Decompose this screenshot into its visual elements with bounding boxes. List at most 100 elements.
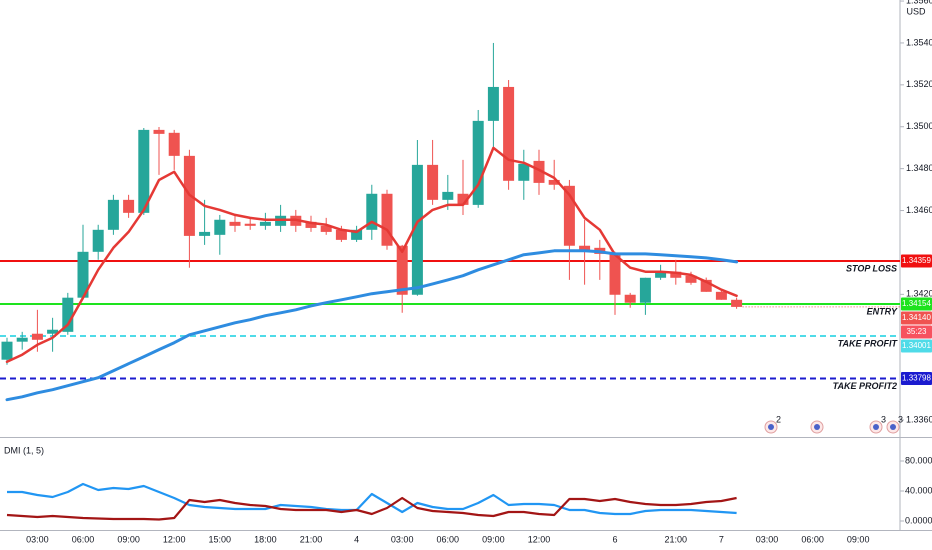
candle-body: [107, 199, 119, 230]
candle-body: [579, 245, 591, 252]
x-tick-label: 09:00: [847, 534, 870, 544]
candle-body: [548, 179, 560, 185]
candle-body: [700, 279, 712, 292]
level-price-label-bg: [901, 254, 932, 268]
event-count: 3: [881, 414, 886, 424]
level-price-label-bg: [901, 339, 932, 353]
x-tick-label: 03:00: [391, 534, 414, 544]
x-tick-label: 06:00: [437, 534, 460, 544]
currency-label: USD: [906, 6, 926, 16]
level-price-label: 1.33798: [902, 374, 931, 383]
x-tick-label: 12:00: [528, 534, 551, 544]
level-price-label: 1.34154: [902, 299, 931, 308]
indicator-y-tick-label: 0.0000: [905, 515, 932, 525]
candle-body: [518, 163, 530, 181]
x-tick-label: 6: [612, 534, 617, 544]
level-name: TAKE PROFIT: [838, 338, 899, 348]
x-tick-label: 21:00: [300, 534, 323, 544]
indicator-title: DMI (1, 5): [4, 445, 44, 455]
level-name: STOP LOSS: [846, 263, 897, 273]
candle-body: [715, 291, 727, 300]
candle-body: [670, 271, 682, 278]
x-tick-label: 18:00: [254, 534, 277, 544]
event-flag: [768, 424, 774, 430]
indicator-y-tick-label: 40.0000: [905, 485, 932, 495]
candle-body: [1, 341, 13, 360]
y-tick-label: 1.35200: [906, 79, 932, 89]
current-price-label-bg: [901, 311, 932, 325]
candle-body: [427, 164, 439, 200]
candle-body: [411, 164, 423, 295]
candle-body: [320, 225, 332, 232]
countdown-label: 35:23: [906, 327, 927, 336]
event-flag: [814, 424, 820, 430]
candle-body: [199, 231, 211, 236]
x-tick-label: 21:00: [665, 534, 688, 544]
candle-body: [229, 221, 241, 226]
candle-body: [503, 86, 515, 181]
x-tick-label: 06:00: [801, 534, 824, 544]
countdown-label-bg: [901, 325, 932, 339]
event-flag: [873, 424, 879, 430]
candle-body: [168, 132, 180, 156]
candle-body: [472, 120, 484, 205]
candle-body: [655, 271, 667, 278]
candle-body: [731, 299, 743, 307]
candle-body: [123, 199, 135, 213]
candle-body: [244, 223, 256, 226]
candle-body: [16, 337, 28, 342]
candle-body: [214, 219, 226, 235]
candle-body: [62, 297, 74, 332]
event-count: 2: [776, 414, 781, 424]
candle-body: [533, 160, 545, 183]
x-tick-label: 7: [719, 534, 724, 544]
x-tick-label: 09:00: [117, 534, 140, 544]
event-count: 3: [898, 414, 903, 424]
candle-body: [153, 129, 165, 134]
candle-body: [609, 253, 621, 295]
level-price-label: 1.34359: [902, 256, 931, 265]
candle-body: [396, 245, 408, 295]
candle-body: [442, 191, 454, 200]
candle-body: [259, 221, 271, 226]
candle-body: [47, 329, 59, 334]
dmi-line: [6, 496, 737, 521]
candle-body: [639, 277, 651, 303]
level-price-label-bg: [901, 372, 932, 386]
x-tick-label: 15:00: [209, 534, 232, 544]
candle-body: [381, 193, 393, 246]
candle-body: [138, 129, 150, 213]
level-price-label: 1.34001: [902, 341, 931, 350]
candle-body: [624, 294, 636, 303]
level-name: TAKE PROFIT2: [833, 381, 897, 391]
current-price-label: 1.34140: [902, 313, 931, 322]
y-tick-label: 1.35600: [906, 0, 932, 5]
y-tick-label: 1.34800: [906, 163, 932, 173]
y-tick-label: 1.34200: [906, 289, 932, 299]
candle-body: [351, 229, 363, 240]
y-tick-label: 1.34600: [906, 205, 932, 215]
moving-average-line: [5, 249, 739, 402]
x-tick-label: 06:00: [72, 534, 95, 544]
candle-body: [366, 193, 378, 230]
candle-body: [305, 221, 317, 228]
x-tick-label: 09:00: [482, 534, 505, 544]
candle-body: [31, 333, 43, 340]
candle-body: [457, 193, 469, 205]
x-tick-label: 03:00: [26, 534, 49, 544]
candle-body: [77, 251, 89, 298]
indicator-y-tick-label: 80.0000: [905, 455, 932, 465]
event-flag: [890, 424, 896, 430]
x-tick-label: 4: [354, 534, 359, 544]
candle-body: [335, 229, 347, 240]
candle-body: [92, 229, 104, 252]
candle-body: [685, 275, 697, 283]
x-tick-label: 03:00: [756, 534, 779, 544]
x-tick-label: 12:00: [163, 534, 186, 544]
level-name: ENTRY: [867, 306, 898, 316]
y-tick-label: 1.35000: [906, 121, 932, 131]
y-tick-label: 1.35400: [906, 37, 932, 47]
candle-body: [487, 86, 499, 121]
